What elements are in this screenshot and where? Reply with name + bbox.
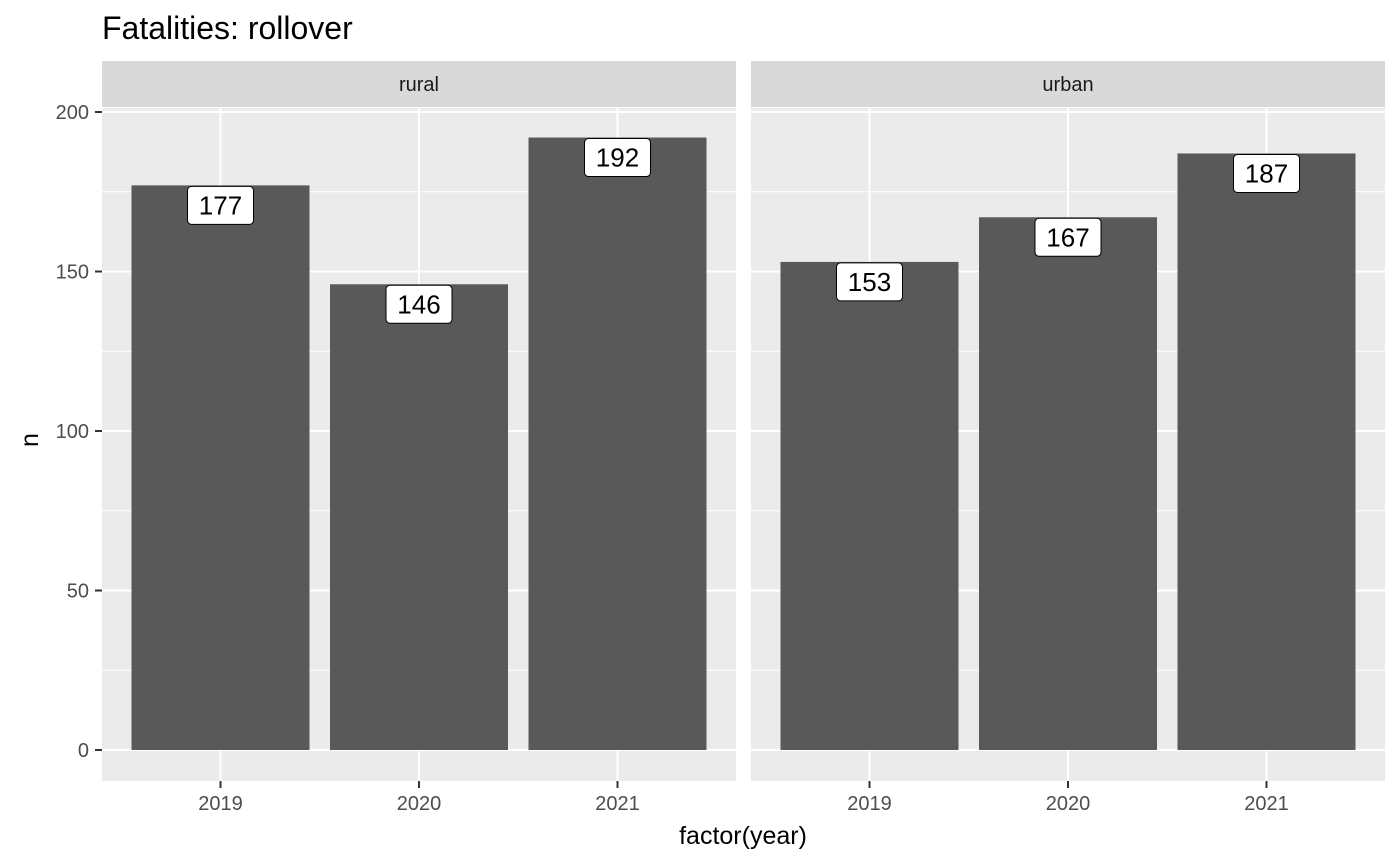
- bar-urban-2021: [1177, 153, 1356, 751]
- data-label-rural-2019: 177: [187, 185, 254, 225]
- data-label-box: [584, 138, 651, 178]
- data-label-urban-2021: 187: [1233, 153, 1300, 193]
- bar-urban-2020: [979, 217, 1157, 750]
- data-label-box: [1034, 217, 1102, 257]
- chart-title: Fatalities: rollover: [102, 10, 353, 46]
- data-label-text: 167: [1046, 222, 1089, 252]
- bar-rural-2021: [528, 137, 707, 750]
- y-tick-label: 100: [56, 421, 89, 443]
- facet-strip-label: urban: [1042, 74, 1093, 96]
- data-label-text: 177: [199, 190, 242, 220]
- facet-panel-rural: rural 177 146 192 2019 2020 2021: [102, 61, 736, 815]
- facet-panel-urban: urban 153 167 187 2019 2020 2021: [751, 61, 1385, 815]
- data-label-text: 153: [848, 267, 891, 297]
- data-label-rural-2021: 192: [584, 138, 651, 178]
- bar-rural-2019: [131, 185, 310, 750]
- x-tick-label: 2021: [1244, 793, 1289, 815]
- facet-panels: rural 177 146 192 2019 2020 2021 urban 153 167 187…: [102, 61, 1385, 815]
- x-tick-label: 2019: [847, 793, 892, 815]
- data-label-text: 192: [596, 143, 639, 173]
- x-tick-label: 2020: [1046, 793, 1091, 815]
- data-label-rural-2020: 146: [385, 284, 453, 324]
- y-tick-label: 200: [56, 102, 89, 124]
- y-axis: 0 50 100 150 200: [56, 102, 102, 762]
- y-tick-label: 0: [78, 740, 89, 762]
- data-label-urban-2019: 153: [836, 262, 903, 302]
- bar-rural-2020: [330, 284, 508, 750]
- facet-strip: [751, 61, 1385, 107]
- facet-strip: [102, 61, 736, 107]
- y-tick-label: 150: [56, 262, 89, 284]
- x-axis-title: factor(year): [679, 822, 807, 850]
- facet-strip-label: rural: [399, 74, 439, 96]
- data-label-box: [187, 185, 254, 225]
- data-label-box: [836, 262, 903, 302]
- x-tick-label: 2020: [397, 793, 442, 815]
- bar-urban-2019: [780, 261, 959, 750]
- y-tick-label: 50: [67, 581, 89, 603]
- data-label-box: [385, 284, 453, 324]
- data-label-text: 187: [1245, 158, 1288, 188]
- data-label-urban-2020: 167: [1034, 217, 1102, 257]
- x-tick-label: 2019: [198, 793, 243, 815]
- data-label-text: 146: [397, 289, 440, 319]
- data-label-box: [1233, 153, 1300, 193]
- y-axis-title: n: [16, 433, 44, 447]
- x-tick-label: 2021: [595, 793, 640, 815]
